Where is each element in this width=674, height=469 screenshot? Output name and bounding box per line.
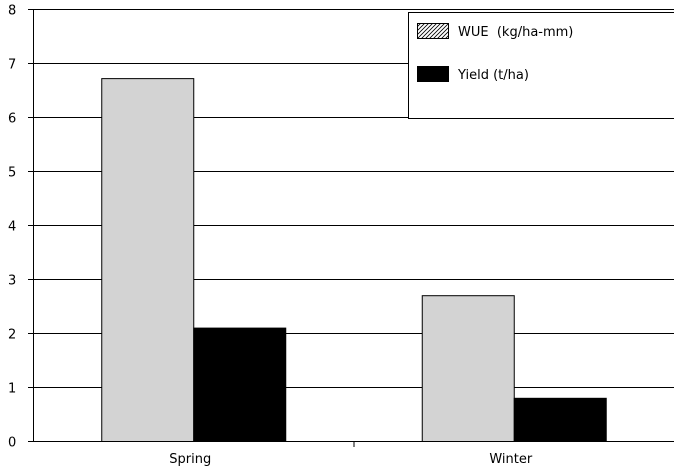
y-tick-label: 5 xyxy=(8,166,16,181)
legend-box xyxy=(408,12,674,119)
bar-yield-winter xyxy=(513,397,607,442)
legend-swatch-wue xyxy=(417,23,449,39)
y-tick-label: 4 xyxy=(8,220,16,235)
bar-yield-spring xyxy=(193,327,287,443)
bars xyxy=(101,78,607,443)
y-tick-label: 7 xyxy=(8,58,16,73)
legend: WUE (kg/ha-mm) Yield (t/ha) xyxy=(408,12,674,119)
bar-wue-spring xyxy=(101,78,195,443)
y-axis-ticks: 0 1 2 3 4 5 6 7 8 xyxy=(8,4,33,451)
x-tick-label-winter: Winter xyxy=(489,452,533,467)
y-tick-label: 1 xyxy=(8,382,16,397)
y-tick-label: 0 xyxy=(8,436,16,451)
y-tick-label: 3 xyxy=(8,274,16,289)
y-tick-label: 2 xyxy=(8,328,16,343)
y-tick-label: 8 xyxy=(8,4,16,19)
legend-swatch-yield xyxy=(417,66,449,82)
axes xyxy=(33,9,674,447)
y-tick-label: 6 xyxy=(8,112,16,127)
x-axis-labels: Spring Winter xyxy=(169,452,533,467)
bar-wue-winter xyxy=(421,295,515,443)
x-tick-label-spring: Spring xyxy=(169,452,211,467)
legend-label-yield: Yield (t/ha) xyxy=(457,68,529,83)
legend-label-wue: WUE (kg/ha-mm) xyxy=(458,25,573,40)
